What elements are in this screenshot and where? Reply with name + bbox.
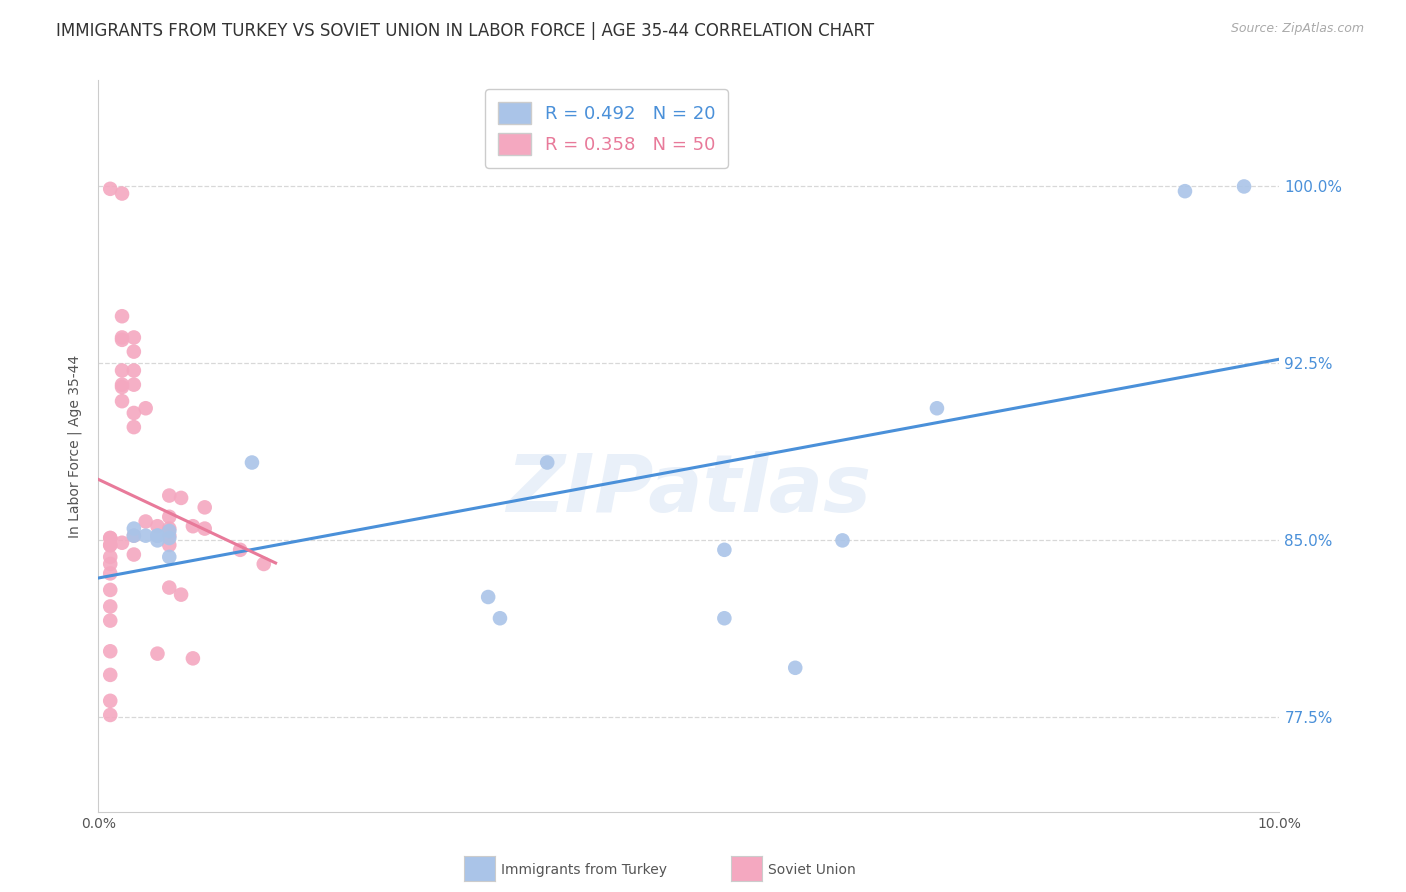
Point — [157, 538, 180, 552]
Point — [98, 582, 121, 597]
Point — [170, 588, 193, 602]
Point — [194, 522, 217, 536]
Point — [122, 330, 145, 344]
Point — [157, 549, 180, 564]
Point — [135, 529, 157, 543]
Point — [785, 661, 807, 675]
Text: ZIPatlas: ZIPatlas — [506, 450, 872, 529]
Point — [925, 401, 948, 416]
Point — [98, 566, 121, 581]
Point — [489, 611, 512, 625]
Point — [146, 647, 169, 661]
Point — [146, 533, 169, 548]
Point — [157, 509, 180, 524]
Point — [157, 522, 180, 536]
Point — [240, 456, 263, 470]
Point — [98, 549, 121, 564]
Point — [122, 529, 145, 543]
Point — [157, 529, 180, 543]
Point — [111, 186, 134, 201]
Point — [146, 529, 169, 543]
Point — [146, 529, 169, 543]
Point — [122, 363, 145, 377]
Point — [713, 611, 735, 625]
Point — [98, 644, 121, 658]
Text: Source: ZipAtlas.com: Source: ZipAtlas.com — [1230, 22, 1364, 36]
Point — [181, 519, 204, 533]
Point — [122, 406, 145, 420]
Point — [122, 548, 145, 562]
Text: Immigrants from Turkey: Immigrants from Turkey — [501, 863, 666, 877]
Point — [157, 489, 180, 503]
Point — [122, 377, 145, 392]
Point — [98, 614, 121, 628]
Point — [111, 363, 134, 377]
Point — [122, 522, 145, 536]
Point — [157, 581, 180, 595]
Point — [111, 330, 134, 344]
Point — [98, 694, 121, 708]
Point — [111, 535, 134, 549]
Point — [98, 538, 121, 552]
Point — [98, 531, 121, 545]
Y-axis label: In Labor Force | Age 35-44: In Labor Force | Age 35-44 — [67, 354, 83, 538]
Point — [111, 394, 134, 409]
Point — [135, 515, 157, 529]
Point — [98, 182, 121, 196]
Point — [111, 377, 134, 392]
Point — [1233, 179, 1256, 194]
Point — [98, 708, 121, 723]
Point — [98, 557, 121, 571]
Point — [122, 529, 145, 543]
Point — [98, 531, 121, 545]
Point — [157, 524, 180, 538]
Text: IMMIGRANTS FROM TURKEY VS SOVIET UNION IN LABOR FORCE | AGE 35-44 CORRELATION CH: IMMIGRANTS FROM TURKEY VS SOVIET UNION I… — [56, 22, 875, 40]
Point — [135, 401, 157, 416]
Point — [111, 380, 134, 394]
Point — [477, 590, 499, 604]
Point — [181, 651, 204, 665]
Point — [98, 538, 121, 552]
Point — [536, 456, 558, 470]
Point — [713, 542, 735, 557]
Point — [111, 333, 134, 347]
Point — [157, 531, 180, 545]
Point — [146, 519, 169, 533]
Point — [194, 500, 217, 515]
Point — [170, 491, 193, 505]
Point — [98, 599, 121, 614]
Point — [111, 310, 134, 324]
Point — [122, 344, 145, 359]
Point — [98, 668, 121, 682]
Legend: R = 0.492   N = 20, R = 0.358   N = 50: R = 0.492 N = 20, R = 0.358 N = 50 — [485, 89, 728, 168]
Point — [253, 557, 276, 571]
Point — [831, 533, 853, 548]
Point — [1174, 184, 1197, 198]
Point — [229, 542, 252, 557]
Point — [122, 420, 145, 434]
Text: Soviet Union: Soviet Union — [768, 863, 855, 877]
